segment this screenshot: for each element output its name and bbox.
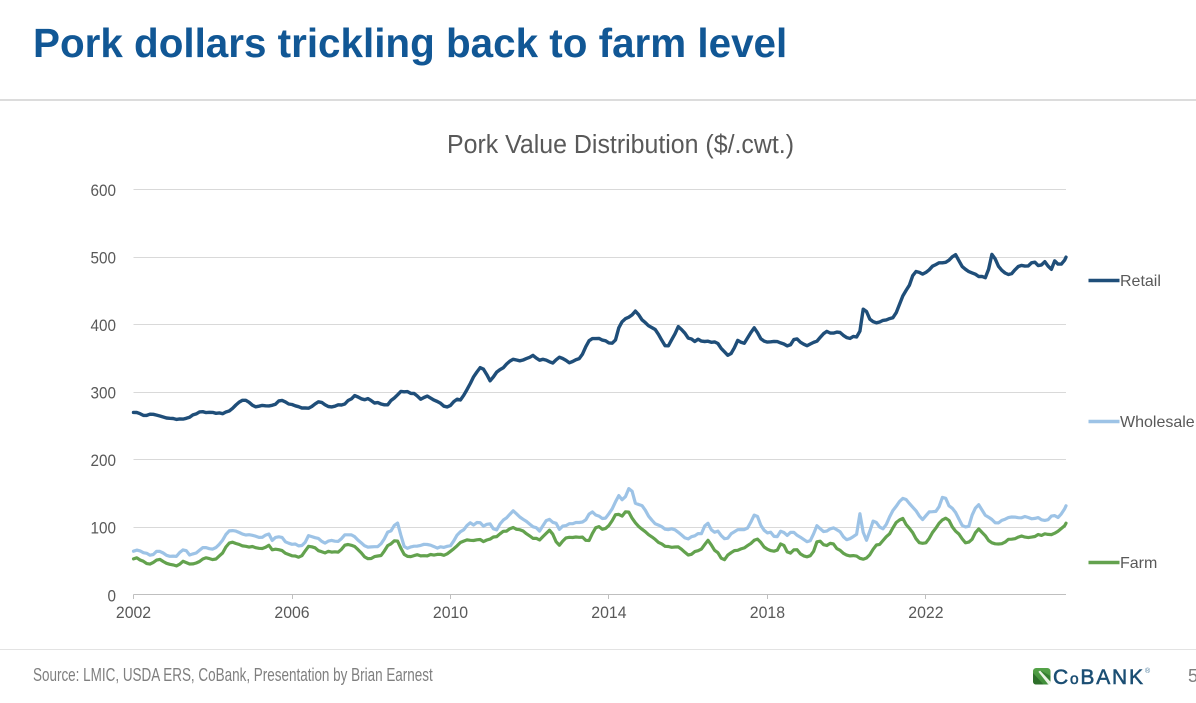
svg-text:CoBANK: CoBANK xyxy=(1053,666,1145,689)
svg-text:2022: 2022 xyxy=(908,603,943,622)
svg-text:500: 500 xyxy=(91,249,117,268)
svg-text:0: 0 xyxy=(108,586,117,605)
svg-text:2010: 2010 xyxy=(433,603,468,622)
svg-text:2006: 2006 xyxy=(274,603,309,622)
svg-text:600: 600 xyxy=(91,181,117,200)
svg-text:400: 400 xyxy=(91,316,117,335)
svg-text:2002: 2002 xyxy=(116,603,151,622)
svg-text:Wholesale: Wholesale xyxy=(1120,414,1195,431)
svg-text:300: 300 xyxy=(91,384,117,403)
svg-text:200: 200 xyxy=(91,451,117,470)
svg-text:2018: 2018 xyxy=(750,603,785,622)
svg-text:Farm: Farm xyxy=(1120,555,1157,572)
svg-text:Pork Value Distribution ($/.cw: Pork Value Distribution ($/.cwt.) xyxy=(447,131,794,159)
svg-text:®: ® xyxy=(1145,667,1151,675)
svg-text:Retail: Retail xyxy=(1120,273,1161,290)
svg-text:2014: 2014 xyxy=(591,603,626,622)
svg-text:100: 100 xyxy=(91,519,117,538)
